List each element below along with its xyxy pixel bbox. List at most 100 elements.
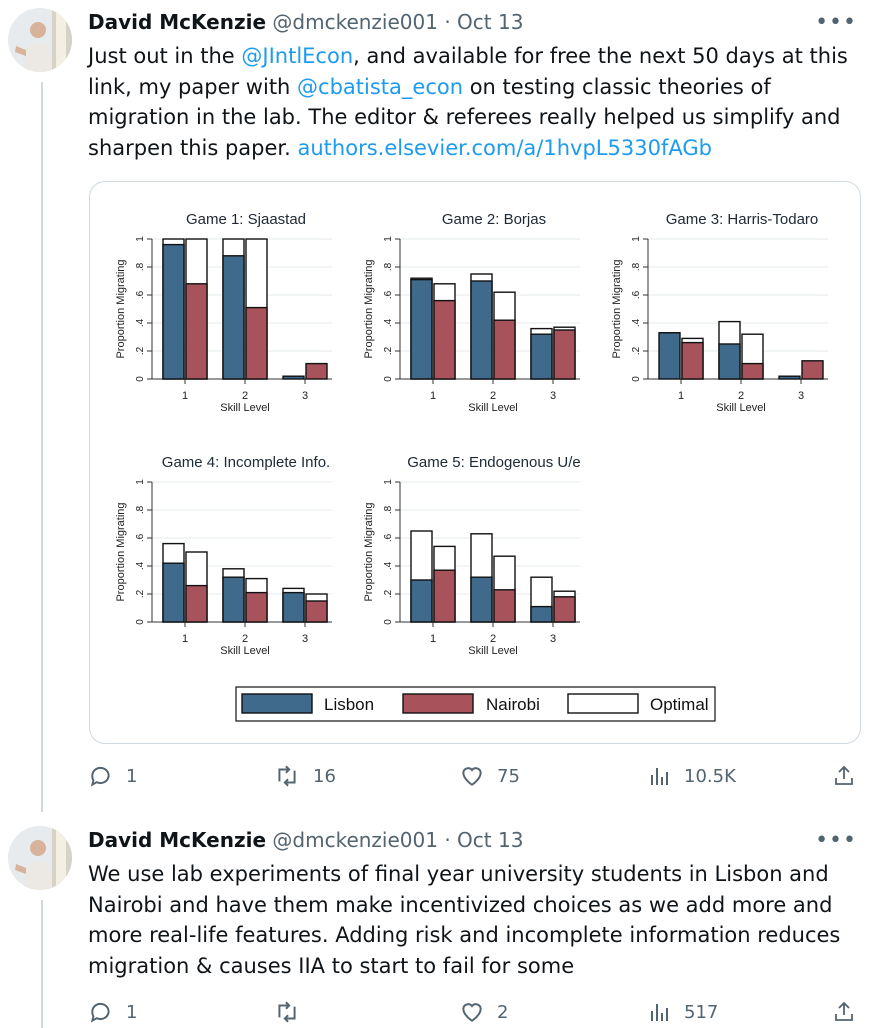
bar-lisbon (530, 333, 553, 380)
bar-nairobi (493, 589, 516, 623)
like-button[interactable]: 75 (459, 761, 520, 791)
author-handle[interactable]: @dmckenzie001 (272, 10, 438, 34)
y-tick-label: .8 (135, 505, 146, 514)
share-button[interactable] (832, 761, 868, 791)
tweet[interactable]: David McKenzie @dmckenzie001 · Oct 13 ••… (0, 818, 873, 1028)
bar-lisbon (410, 278, 433, 380)
tweet-media[interactable]: Game 1: Sjaastad 0 .2 .4 .6 .8 1 Proportion Mig… (89, 181, 861, 744)
avatar[interactable] (8, 8, 72, 72)
tweet[interactable]: David McKenzie @dmckenzie001 · Oct 13 ••… (0, 0, 873, 818)
avatar-image (8, 826, 72, 890)
avatar[interactable] (8, 826, 72, 890)
author-name[interactable]: David McKenzie (88, 10, 267, 34)
y-tick-label: .4 (383, 318, 394, 327)
y-tick-label: 0 (631, 376, 642, 382)
y-axis-label: Proportion Migrating (363, 259, 375, 358)
share-button[interactable] (832, 997, 868, 1027)
y-tick-label: .6 (135, 290, 146, 299)
y-axis-label: Proportion Migrating (611, 259, 623, 358)
y-tick-label: 1 (631, 236, 642, 242)
x-tick-label: 3 (550, 633, 556, 645)
y-axis-label: Proportion Migrating (115, 502, 127, 601)
tweet-text-span: , and available for free the next 50 day… (88, 44, 848, 99)
reply-button[interactable]: 1 (88, 997, 137, 1027)
y-tick-label: .2 (135, 589, 146, 598)
x-tick-label: 3 (302, 633, 308, 645)
tweet-link[interactable]: authors.elsevier.com/a/1hvpL5330fAGb (297, 135, 712, 160)
x-tick-label: 2 (490, 390, 496, 402)
legend-swatch (241, 693, 313, 714)
share-icon (835, 765, 853, 785)
chart-panel: Game 5: Endogenous U/e 0 .2 .4 .6 .8 1 Proporti… (363, 454, 581, 657)
y-tick-label: .4 (383, 561, 394, 570)
x-tick-label: 2 (242, 390, 248, 402)
y-tick-label: .6 (631, 290, 642, 299)
repost-icon (278, 1001, 296, 1023)
x-axis-label: Skill Level (220, 645, 270, 657)
y-tick-label: .8 (383, 505, 394, 514)
repost-button[interactable] (273, 997, 313, 1027)
bar-lisbon (162, 243, 185, 380)
chart-panel: Game 1: Sjaastad 0 .2 .4 .6 .8 1 Proportion Mig… (115, 211, 332, 414)
bar-lisbon (410, 579, 433, 623)
tweet-header: David McKenzie @dmckenzie001 · Oct 13 (88, 828, 523, 852)
x-tick-label: 1 (678, 390, 684, 402)
views-icon (651, 1004, 668, 1021)
y-tick-label: 0 (383, 376, 394, 382)
bar-nairobi (185, 584, 208, 623)
bar-nairobi (741, 362, 764, 380)
tweet-text-span: Just out in the (88, 44, 242, 68)
repost-count: 16 (313, 765, 336, 787)
tweet-link[interactable]: @cbatista_econ (297, 74, 464, 99)
bar-nairobi (245, 306, 268, 380)
more-icon[interactable]: ••• (815, 828, 857, 853)
views-button[interactable]: 517 (648, 997, 718, 1027)
repost-icon (278, 765, 296, 787)
tweet-text: Just out in the @JIntlEcon, and availabl… (88, 41, 858, 163)
bar-nairobi (185, 283, 208, 380)
y-tick-label: .6 (135, 533, 146, 542)
y-tick-label: 1 (135, 236, 146, 242)
tweet-text: We use lab experiments of final year uni… (88, 859, 858, 981)
views-count: 517 (684, 1001, 719, 1023)
repost-button[interactable]: 16 (273, 761, 336, 791)
author-handle[interactable]: @dmckenzie001 (272, 828, 438, 852)
y-tick-label: .2 (383, 589, 394, 598)
tweet-date[interactable]: Oct 13 (457, 10, 524, 34)
like-icon (462, 1003, 482, 1022)
x-axis-label: Skill Level (220, 402, 270, 414)
bar-nairobi (553, 329, 576, 380)
x-axis-label: Skill Level (716, 402, 766, 414)
tweet-actions: 1 2 517 (88, 997, 858, 1027)
y-tick-label: 0 (135, 619, 146, 625)
bar-nairobi (305, 600, 328, 623)
bar-lisbon (282, 591, 305, 623)
y-tick-label: .4 (631, 318, 642, 327)
tweet-link[interactable]: @JIntlEcon (241, 44, 354, 68)
separator: · (444, 10, 451, 34)
thread-line (41, 82, 43, 812)
y-tick-label: .4 (135, 561, 146, 570)
x-tick-label: 1 (430, 390, 436, 402)
bar-nairobi (493, 319, 516, 380)
y-tick-label: .2 (383, 346, 394, 355)
bar-lisbon (658, 332, 681, 380)
chart-panel: Game 4: Incomplete Info. 0 .2 .4 .6 .8 1 Propor… (115, 454, 332, 657)
panel-title: Game 3: Harris-Todaro (666, 211, 819, 228)
more-icon[interactable]: ••• (815, 10, 857, 35)
tweet-date[interactable]: Oct 13 (457, 828, 524, 852)
chart-legend: Lisbon Nairobi Optimal (235, 686, 716, 722)
tweet-actions: 1 16 75 10.5K (88, 761, 858, 791)
bar-lisbon (222, 576, 245, 623)
y-tick-label: .6 (383, 533, 394, 542)
views-button[interactable]: 10.5K (648, 761, 736, 791)
like-button[interactable]: 2 (459, 997, 508, 1027)
author-name[interactable]: David McKenzie (88, 828, 267, 852)
y-tick-label: .8 (135, 262, 146, 271)
y-axis-label: Proportion Migrating (363, 502, 375, 601)
y-tick-label: 1 (383, 236, 394, 242)
reply-icon (90, 766, 110, 787)
reply-button[interactable]: 1 (88, 761, 137, 791)
y-tick-label: .2 (135, 346, 146, 355)
thread-line (41, 900, 43, 1028)
